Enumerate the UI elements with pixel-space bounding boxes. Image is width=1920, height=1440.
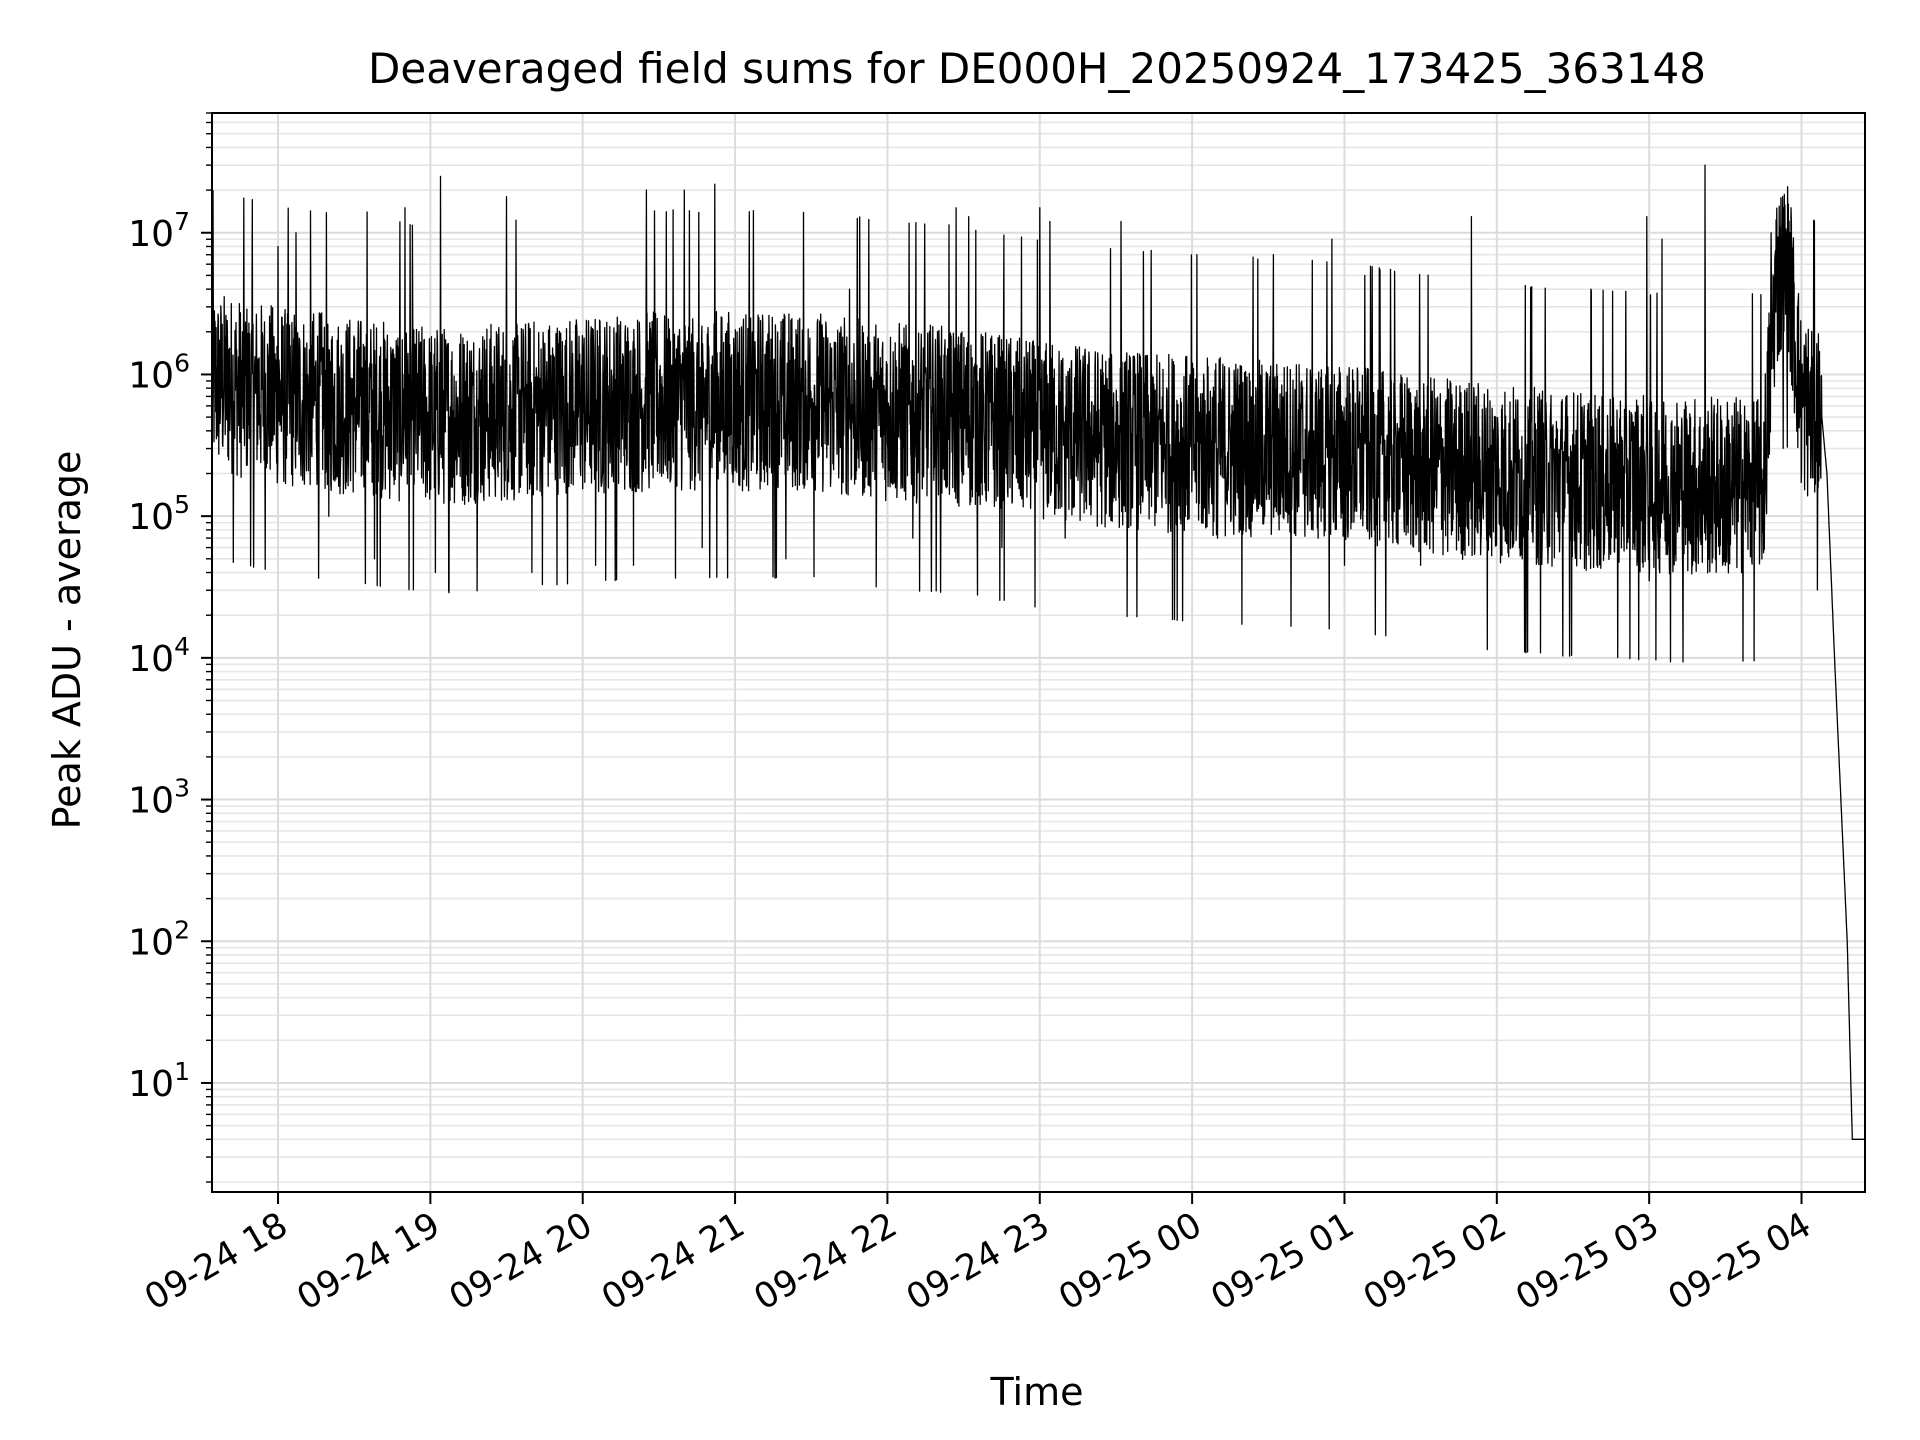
grid xyxy=(212,112,1865,1192)
y-tick-label: 107 xyxy=(128,207,190,255)
chart-title: Deaveraged field sums for DE000H_2025092… xyxy=(368,44,1706,93)
series-layer xyxy=(211,164,1866,1140)
series-line xyxy=(211,164,1866,1140)
plot-frame xyxy=(211,112,1866,1193)
x-axis-label: Time xyxy=(990,1370,1084,1414)
y-axis-label: Peak ADU - average xyxy=(45,451,89,830)
